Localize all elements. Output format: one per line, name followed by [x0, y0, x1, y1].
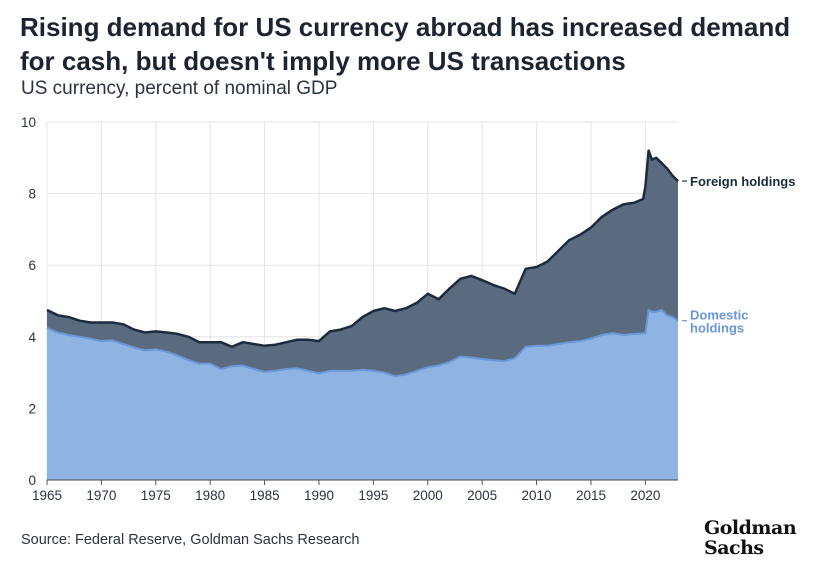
y-tick-label: 4 [28, 330, 36, 345]
x-tick-label: 2005 [467, 488, 497, 503]
logo-line-1: Goldman [704, 517, 797, 539]
goldman-sachs-logo: Goldman Sachs [704, 517, 797, 559]
y-tick-label: 8 [28, 187, 36, 202]
axis-layer: 0 2 4 6 8 10 1965 1970 1975 1980 1985 1990 1995 2000 2… [21, 115, 678, 503]
x-tick-label: 2000 [413, 488, 443, 503]
y-tick-label: 0 [28, 473, 36, 488]
x-tick-label: 2010 [522, 488, 552, 503]
y-tick-label: 6 [28, 258, 36, 273]
x-tick-label: 1995 [358, 488, 388, 503]
domestic-holdings-line [46, 308, 679, 378]
domestic-holdings-label: Domestic [690, 308, 749, 323]
chart-subtitle: US currency, percent of nominal GDP [21, 78, 338, 99]
x-tick-label: 2020 [630, 488, 660, 503]
source-note: Source: Federal Reserve, Goldman Sachs R… [21, 532, 360, 548]
logo-line-2: Sachs [704, 537, 764, 559]
domestic-holdings-label: holdings [690, 321, 744, 336]
foreign-holdings-line [46, 149, 679, 349]
x-tick-label: 1975 [141, 488, 171, 503]
x-tick-label: 1965 [32, 488, 62, 503]
x-tick-label: 1980 [195, 488, 225, 503]
x-tick-label: 1985 [250, 488, 280, 503]
x-tick-label: 1970 [86, 488, 116, 503]
x-tick-label: 2015 [576, 488, 606, 503]
domestic-holdings-area [47, 310, 678, 480]
y-tick-label: 10 [21, 115, 36, 130]
foreign-holdings-label: Foreign holdings [690, 174, 795, 189]
x-tick-label: 1990 [304, 488, 334, 503]
chart-title: Rising demand for US currency abroad has… [20, 12, 791, 76]
y-tick-label: 2 [28, 401, 36, 416]
area-layer [46, 149, 679, 480]
